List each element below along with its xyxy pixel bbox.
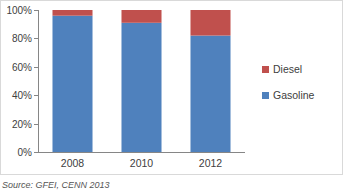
y-tick-label: 100%	[6, 5, 32, 16]
y-tick	[34, 152, 38, 153]
legend-swatch	[262, 92, 269, 99]
legend-swatch	[262, 66, 269, 73]
y-tick-label: 40%	[12, 90, 32, 101]
y-tick-label: 80%	[12, 33, 32, 44]
y-tick	[34, 38, 38, 39]
y-tick	[34, 10, 38, 11]
x-axis-line	[38, 152, 245, 153]
bar	[190, 36, 230, 152]
chart-frame	[1, 1, 343, 175]
chart-container: 0% 20% 40% 60% 80% 100% 2008 2010 2012 Diesel Gaso…	[0, 0, 350, 193]
legend-label: Gasoline	[273, 89, 315, 101]
bars	[52, 10, 230, 152]
source: Source: GFEI, CENN 2013	[2, 180, 110, 190]
x-tick-label: 2010	[130, 157, 154, 169]
y-tick-label: 60%	[12, 62, 32, 73]
y-tick-label: 20%	[12, 119, 32, 130]
bar	[190, 10, 230, 36]
y-tick	[34, 95, 38, 96]
x-tick-label: 2012	[199, 157, 223, 169]
x-tick-label: 2008	[61, 157, 85, 169]
y-tick-label: 0%	[18, 147, 33, 158]
chart-svg: 0% 20% 40% 60% 80% 100% 2008 2010 2012 Diesel Gaso…	[0, 0, 350, 193]
bar	[121, 10, 161, 23]
y-tick	[34, 67, 38, 68]
bar	[52, 10, 92, 16]
bar	[121, 23, 161, 152]
y-axis-line	[38, 10, 39, 152]
y-tick	[34, 124, 38, 125]
legend-label: Diesel	[273, 63, 302, 75]
bar	[52, 16, 92, 152]
